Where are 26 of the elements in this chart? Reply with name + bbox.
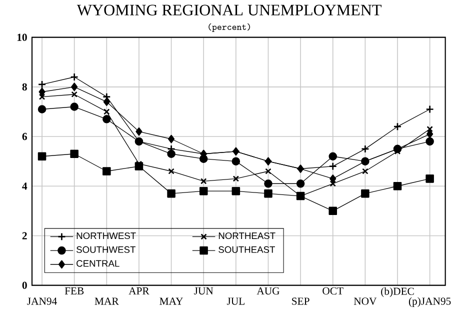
x-tick-label: MAR [94, 298, 119, 305]
chart-subtitle: (percent) [208, 23, 250, 32]
chart-title: WYOMING REGIONAL UNEMPLOYMENT [76, 4, 382, 16]
x-tick-label: JAN94 [27, 298, 57, 305]
x-tick-label: (b)DEC [381, 287, 414, 298]
x-tick-label: NOV [354, 298, 377, 305]
x-tick-label: SEP [292, 298, 310, 305]
x-tick-label: APR [128, 287, 150, 294]
x-tick-label: (p)JAN95 [408, 297, 451, 307]
x-tick-label: FEB [64, 287, 84, 294]
x-tick-label: AUG [256, 287, 280, 295]
x-tick-label: JUN [194, 287, 214, 294]
legend-label: SOUTHEAST [218, 246, 275, 253]
legend-label: SOUTHWEST [76, 246, 136, 253]
x-tick-label: JUL [226, 298, 244, 305]
y-tick-label: 8 [22, 83, 27, 91]
y-tick-label: 10 [17, 34, 27, 41]
y-tick-label: 6 [22, 132, 27, 140]
y-tick-label: 4 [22, 182, 28, 190]
legend-label: NORTHEAST [218, 232, 276, 240]
x-tick-label: MAY [160, 298, 183, 305]
x-tick-label: OCT [322, 287, 344, 295]
legend-label: NORTHWEST [76, 232, 136, 240]
y-tick-label: 0 [22, 282, 27, 289]
y-tick-label: 2 [22, 232, 27, 240]
legend-label: CENTRAL [76, 260, 120, 267]
